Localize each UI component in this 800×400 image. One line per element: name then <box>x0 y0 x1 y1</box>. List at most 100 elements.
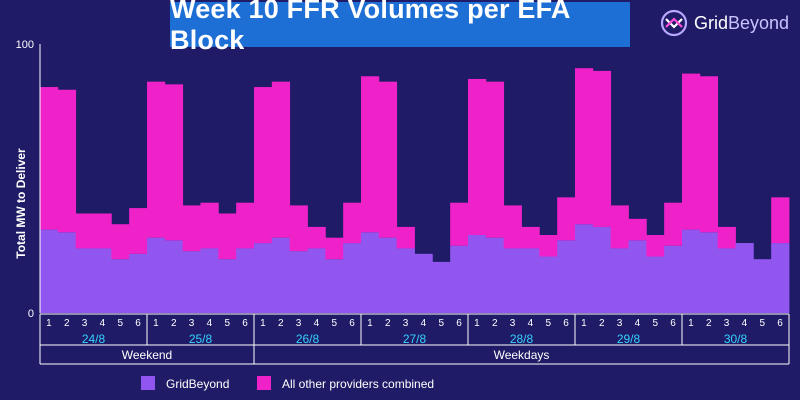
bar-others-28-8-6 <box>557 197 576 241</box>
bar-others-27-8-2 <box>378 81 398 238</box>
bar-gridbeyond-25-8-4 <box>200 248 219 313</box>
x-tick-label-24-8-4: 4 <box>100 318 106 329</box>
bar-others-25-8-4 <box>200 202 219 249</box>
x-date-label-24-8: 24/8 <box>82 332 106 346</box>
x-tick-label-29-8-1: 1 <box>581 318 587 329</box>
bar-gridbeyond-25-8-5 <box>218 259 237 313</box>
bar-others-25-8-6 <box>236 202 255 249</box>
bar-gridbeyond-30-8-1 <box>682 229 701 313</box>
page-title-box: Week 10 FFR Volumes per EFA Block <box>170 0 630 55</box>
x-tick-label-28-8-2: 2 <box>492 318 498 329</box>
bar-gridbeyond-26-8-6 <box>343 243 362 313</box>
bar-others-24-8-1 <box>40 87 59 230</box>
bar-others-29-8-4 <box>628 218 647 241</box>
x-tick-label-29-8-2: 2 <box>599 318 605 329</box>
x-tick-label-24-8-2: 2 <box>64 318 70 329</box>
bar-others-24-8-5 <box>111 224 130 260</box>
x-tick-label-29-8-5: 5 <box>652 318 658 329</box>
bar-gridbeyond-28-8-3 <box>503 248 522 313</box>
x-tick-label-25-8-4: 4 <box>207 318 213 329</box>
bar-others-29-8-3 <box>610 205 629 249</box>
x-tick-label-27-8-2: 2 <box>385 318 391 329</box>
bar-gridbeyond-26-8-2 <box>271 237 291 313</box>
x-tick-label-28-8-6: 6 <box>563 318 569 329</box>
x-tick-label-25-8-5: 5 <box>224 318 230 329</box>
bar-others-25-8-2 <box>164 84 184 241</box>
bar-others-28-8-2 <box>485 81 505 238</box>
x-tick-label-27-8-3: 3 <box>403 318 409 329</box>
bar-others-26-8-3 <box>289 205 308 252</box>
bar-others-25-8-5 <box>218 213 237 260</box>
x-date-label-26-8: 26/8 <box>296 332 320 346</box>
bar-others-26-8-2 <box>271 81 291 238</box>
bar-others-24-8-3 <box>75 213 94 249</box>
x-tick-label-28-8-5: 5 <box>545 318 551 329</box>
bar-others-28-8-4 <box>521 226 540 249</box>
x-tick-label-26-8-2: 2 <box>278 318 284 329</box>
x-tick-label-27-8-1: 1 <box>367 318 373 329</box>
bar-gridbeyond-24-8-4 <box>93 248 112 313</box>
x-tick-label-25-8-6: 6 <box>242 318 248 329</box>
bar-gridbeyond-30-8-5 <box>753 259 772 313</box>
bar-gridbeyond-24-8-3 <box>75 248 94 313</box>
brand-logo: GridBeyond <box>660 8 789 38</box>
bar-others-28-8-3 <box>503 205 522 249</box>
x-tick-label-28-8-4: 4 <box>528 318 534 329</box>
bar-gridbeyond-27-8-5 <box>432 261 451 313</box>
bar-gridbeyond-27-8-3 <box>396 248 415 313</box>
bar-others-24-8-6 <box>129 208 148 254</box>
bar-gridbeyond-27-8-6 <box>450 245 469 313</box>
x-tick-label-24-8-6: 6 <box>135 318 141 329</box>
bar-gridbeyond-26-8-4 <box>307 248 326 313</box>
bar-gridbeyond-30-8-3 <box>717 248 736 313</box>
x-tick-label-27-8-5: 5 <box>438 318 444 329</box>
x-tick-label-24-8-3: 3 <box>82 318 88 329</box>
gridbeyond-logo-icon <box>660 9 688 37</box>
x-tick-label-25-8-2: 2 <box>171 318 177 329</box>
bar-gridbeyond-30-8-2 <box>699 232 719 313</box>
bar-gridbeyond-26-8-1 <box>254 243 273 313</box>
bar-others-25-8-1 <box>147 81 166 238</box>
bar-gridbeyond-29-8-4 <box>628 240 647 313</box>
legend-label-others: All other providers combined <box>282 377 434 391</box>
bar-others-24-8-2 <box>57 89 77 233</box>
logo-text: GridBeyond <box>694 13 789 34</box>
bar-gridbeyond-28-8-5 <box>539 256 558 313</box>
bar-gridbeyond-24-8-6 <box>129 253 148 313</box>
bar-gridbeyond-24-8-2 <box>57 232 77 313</box>
bar-gridbeyond-30-8-4 <box>735 243 754 313</box>
bar-others-25-8-3 <box>182 205 201 252</box>
bar-gridbeyond-28-8-6 <box>557 240 576 313</box>
bar-gridbeyond-25-8-2 <box>164 240 184 313</box>
bar-others-29-8-1 <box>575 68 594 225</box>
x-tick-label-27-8-6: 6 <box>456 318 462 329</box>
bar-gridbeyond-29-8-6 <box>664 245 683 313</box>
bar-gridbeyond-28-8-2 <box>485 237 505 313</box>
x-tick-label-29-8-6: 6 <box>670 318 676 329</box>
x-group-label-weekdays: Weekdays <box>494 348 550 362</box>
x-group-label-weekend: Weekend <box>122 348 172 362</box>
bar-gridbeyond-29-8-1 <box>575 224 594 313</box>
bar-gridbeyond-25-8-1 <box>147 237 166 313</box>
bar-gridbeyond-24-8-5 <box>111 259 130 313</box>
legend-label-gridbeyond: GridBeyond <box>166 377 229 391</box>
x-tick-label-26-8-4: 4 <box>314 318 320 329</box>
legend-swatch-others <box>257 376 271 390</box>
bar-gridbeyond-29-8-5 <box>646 256 665 313</box>
x-tick-label-30-8-5: 5 <box>759 318 765 329</box>
bar-others-27-8-1 <box>361 76 380 233</box>
x-tick-label-26-8-1: 1 <box>260 318 266 329</box>
bar-others-30-8-3 <box>717 226 736 249</box>
y-tick-label-0: 0 <box>28 308 34 320</box>
x-tick-label-30-8-4: 4 <box>742 318 748 329</box>
bar-others-29-8-5 <box>646 234 665 257</box>
bar-gridbeyond-28-8-1 <box>468 234 487 313</box>
x-tick-label-27-8-4: 4 <box>421 318 427 329</box>
x-tick-label-24-8-5: 5 <box>117 318 123 329</box>
y-axis-title: Total MW to Deliver <box>14 148 28 259</box>
bar-others-29-8-6 <box>664 202 683 246</box>
x-tick-label-30-8-3: 3 <box>724 318 730 329</box>
bar-others-30-8-1 <box>682 73 701 230</box>
bar-gridbeyond-29-8-2 <box>592 226 612 313</box>
